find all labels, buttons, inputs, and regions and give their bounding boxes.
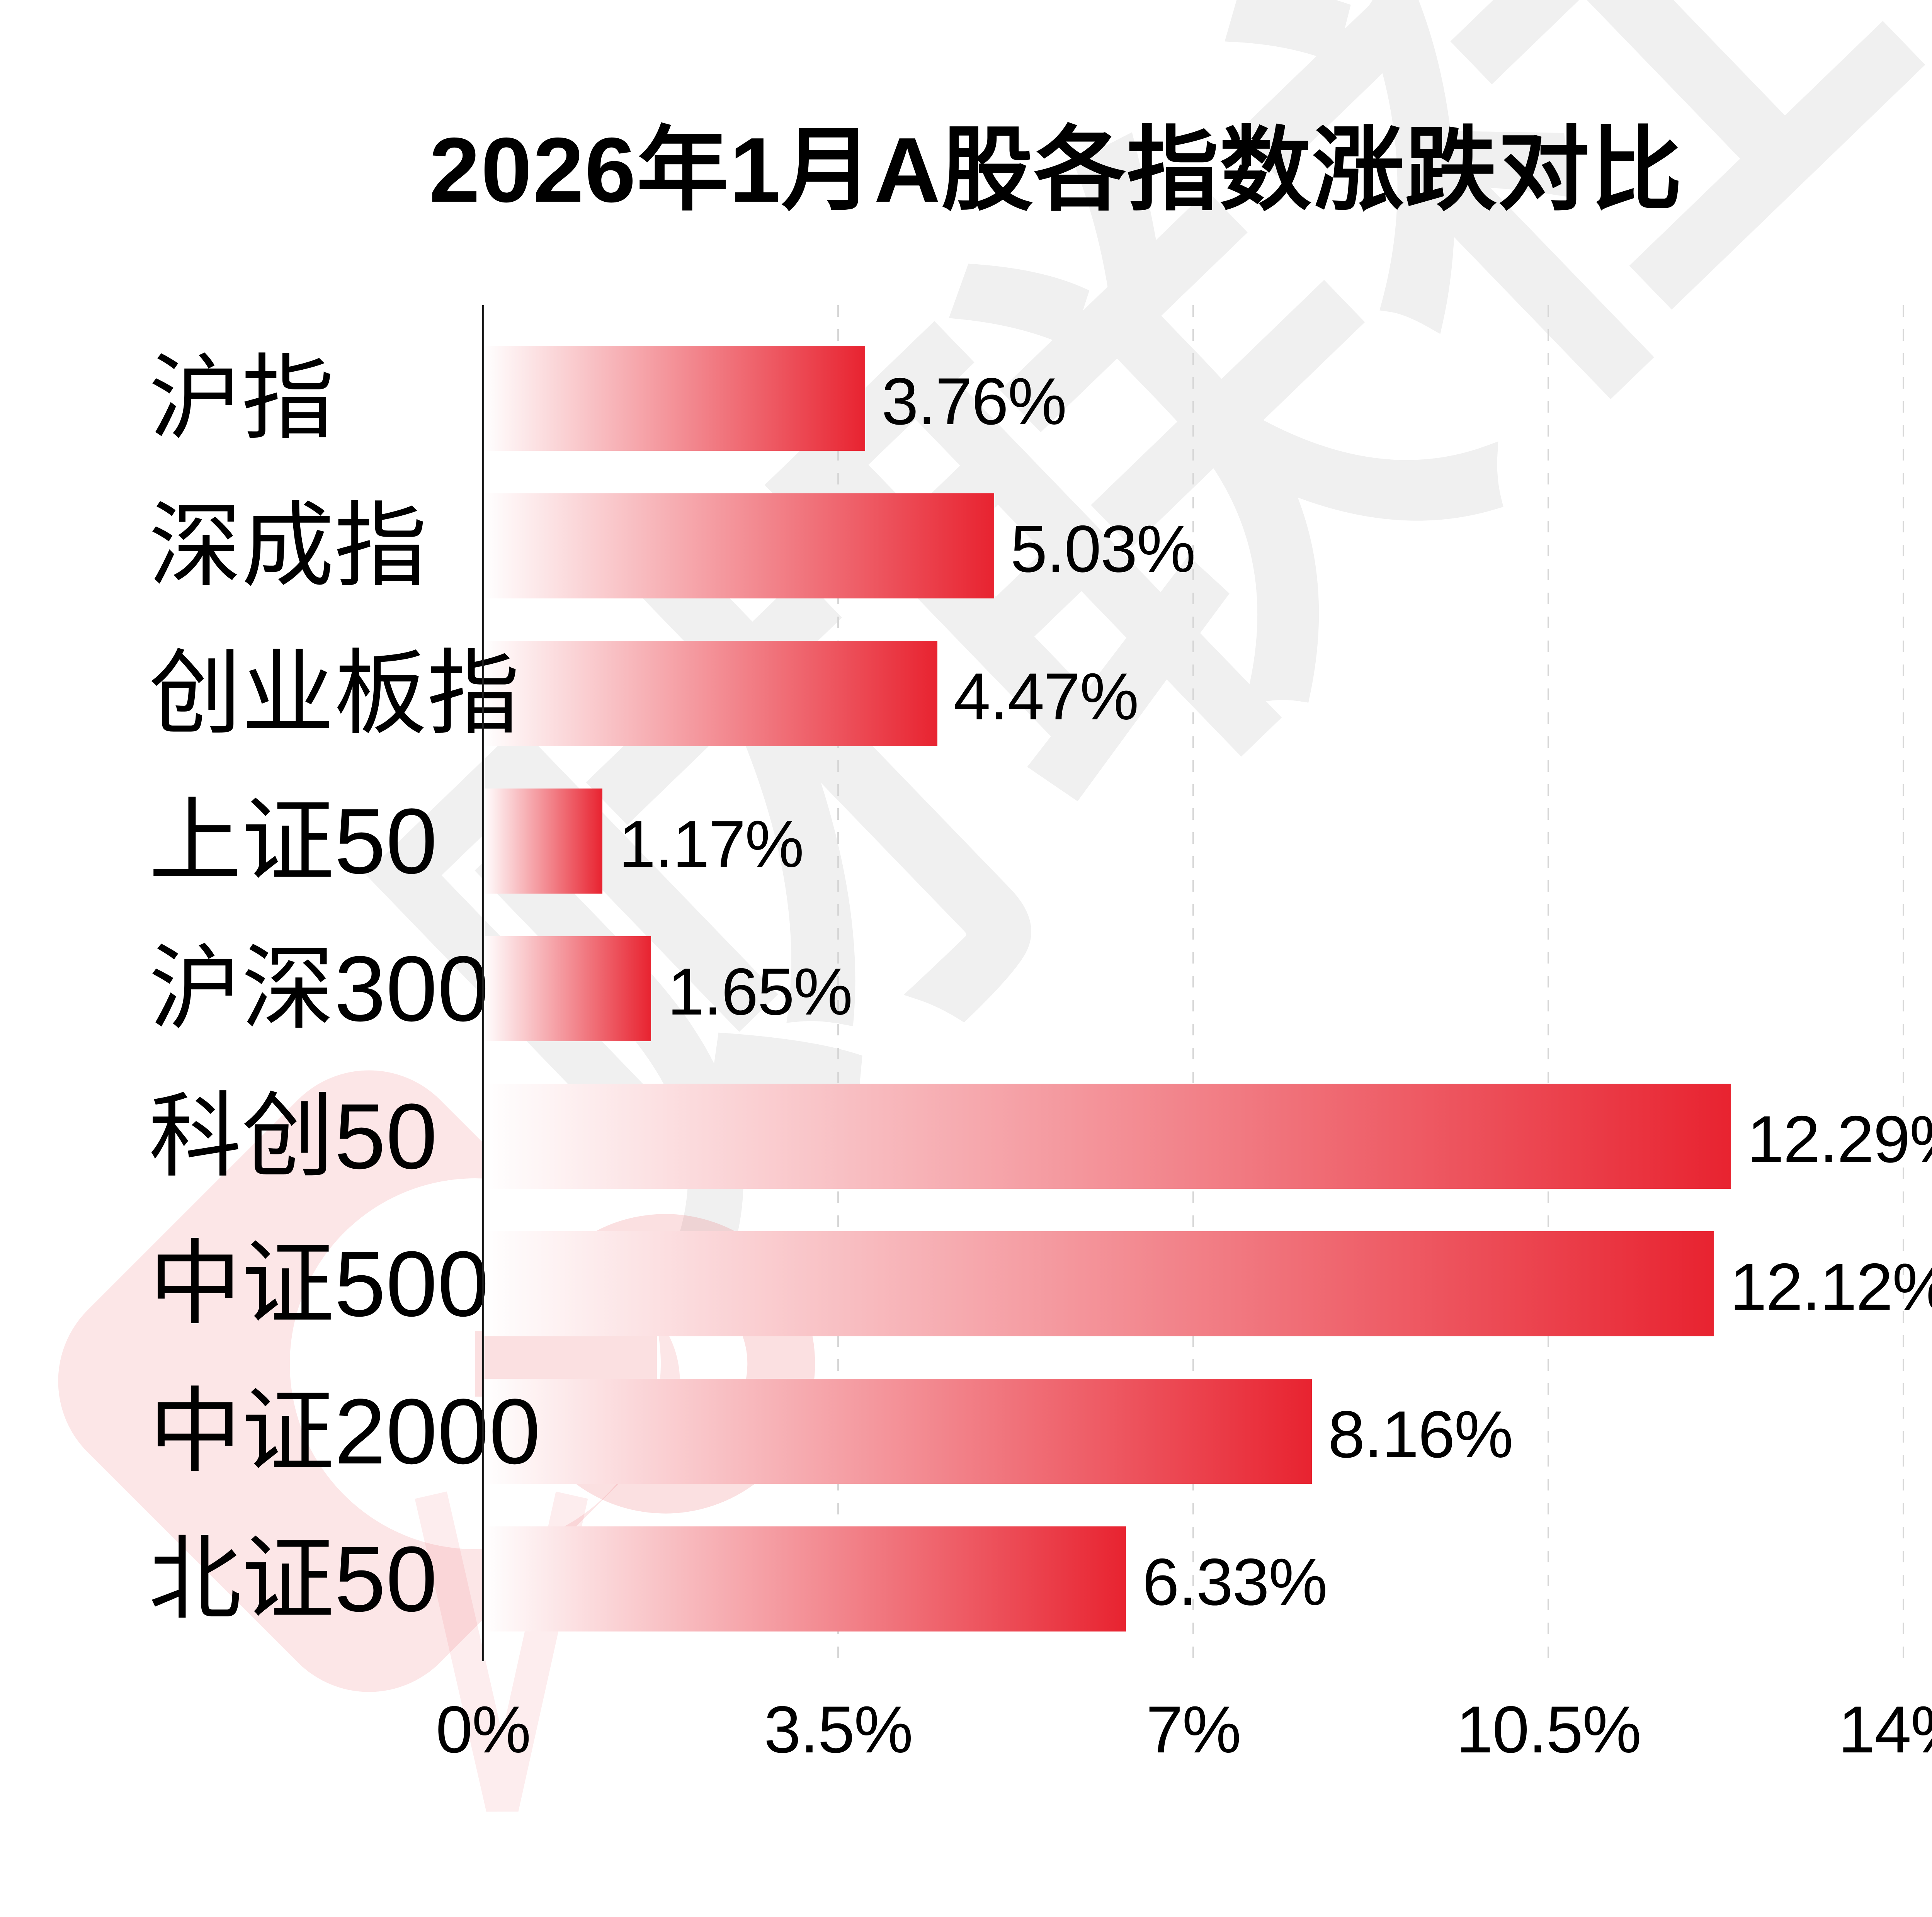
- bar-上证50: [484, 789, 603, 894]
- value-label-沪指: 3.76%: [881, 364, 1067, 438]
- value-label-科创50: 12.29%: [1747, 1102, 1932, 1176]
- value-label-创业板指: 4.47%: [953, 659, 1139, 734]
- category-label-北证50: 北证50: [149, 1527, 437, 1631]
- category-label-科创50: 科创50: [149, 1084, 437, 1188]
- bar-科创50: [484, 1084, 1731, 1189]
- bar-深成指: [484, 493, 994, 598]
- value-label-北证50: 6.33%: [1142, 1545, 1328, 1619]
- bar-中证500: [484, 1231, 1714, 1336]
- bar-创业板指: [484, 641, 937, 746]
- gridline-10.5%: [1548, 305, 1549, 1661]
- gridline-3.5%: [837, 305, 839, 1661]
- category-label-沪深300: 沪深300: [149, 937, 489, 1040]
- x-tick-label: 0%: [435, 1693, 531, 1767]
- bar-沪指: [484, 346, 866, 451]
- category-label-上证50: 上证50: [149, 789, 437, 893]
- value-label-深成指: 5.03%: [1010, 512, 1196, 586]
- category-label-沪指: 沪指: [149, 347, 335, 450]
- category-label-中证2000: 中证2000: [149, 1380, 541, 1483]
- value-label-沪深300: 1.65%: [667, 955, 853, 1029]
- bar-沪深300: [484, 936, 651, 1041]
- gridline-7%: [1192, 305, 1194, 1661]
- chart-title: 2026年1月A股各指数涨跌对比: [429, 119, 1683, 221]
- x-tick-label: 3.5%: [764, 1693, 913, 1767]
- value-label-中证500: 12.12%: [1730, 1250, 1932, 1324]
- bar-中证2000: [484, 1379, 1312, 1484]
- bar-北证50: [484, 1526, 1126, 1631]
- category-label-中证500: 中证500: [149, 1232, 489, 1336]
- x-tick-label: 7%: [1146, 1693, 1242, 1767]
- gridline-14%: [1903, 305, 1905, 1661]
- y-axis-line: [482, 305, 484, 1661]
- x-tick-label: 10.5%: [1456, 1693, 1641, 1767]
- value-label-中证2000: 8.16%: [1328, 1397, 1514, 1472]
- category-label-创业板指: 创业板指: [149, 642, 520, 745]
- value-label-上证50: 1.17%: [619, 807, 804, 881]
- x-tick-label: 14%: [1838, 1693, 1932, 1767]
- category-label-深成指: 深成指: [149, 494, 427, 598]
